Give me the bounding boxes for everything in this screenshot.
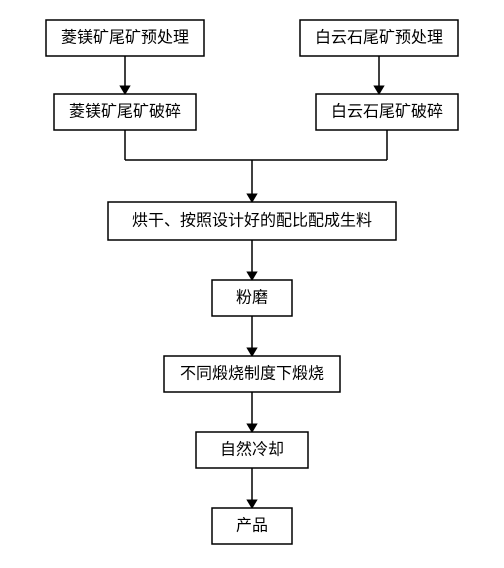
flow-node-label-n2: 白云石尾矿预处理 [315, 29, 443, 47]
flow-node-label-n1: 菱镁矿尾矿预处理 [61, 29, 189, 47]
flow-node-label-n3: 菱镁矿尾矿破碎 [69, 103, 181, 121]
flow-node-label-n4: 白云石尾矿破碎 [331, 103, 443, 121]
flow-node-label-n7: 不同煅烧制度下煅烧 [180, 365, 324, 383]
flowchart-canvas: 菱镁矿尾矿预处理 白云石尾矿预处理菱镁矿尾矿破碎 白云石尾矿破碎烘干、按照设计好的配… [0, 0, 504, 568]
flow-node-label-n5: 烘干、按照设计好的配比配成生料 [132, 212, 372, 230]
flow-node-label-n6: 粉磨 [236, 289, 268, 307]
flow-node-label-n8: 自然冷却 [220, 441, 284, 459]
flow-node-label-n9: 产品 [236, 517, 268, 535]
